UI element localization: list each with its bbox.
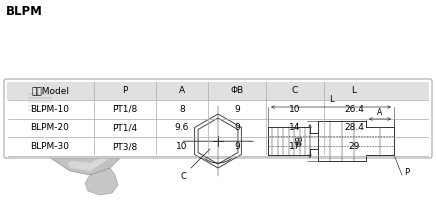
- Polygon shape: [68, 141, 118, 171]
- Polygon shape: [22, 88, 60, 113]
- Text: BLPM: BLPM: [6, 5, 43, 18]
- Text: 9: 9: [234, 142, 240, 151]
- Text: C: C: [292, 86, 298, 95]
- Text: ΦB: ΦB: [231, 86, 244, 95]
- Text: BLPM-10: BLPM-10: [31, 105, 69, 114]
- Text: 14: 14: [290, 123, 301, 132]
- Text: L: L: [351, 86, 357, 95]
- Text: A: A: [378, 108, 383, 117]
- Text: BLPM-20: BLPM-20: [31, 123, 69, 132]
- Text: P: P: [123, 86, 128, 95]
- Text: PT1/4: PT1/4: [112, 123, 138, 132]
- Text: PT1/8: PT1/8: [112, 105, 138, 114]
- FancyBboxPatch shape: [4, 79, 432, 158]
- Polygon shape: [85, 168, 118, 195]
- Text: L: L: [329, 95, 333, 104]
- Bar: [7, 82, 429, 100]
- Text: 28.4: 28.4: [344, 123, 364, 132]
- Text: C: C: [180, 172, 186, 181]
- Text: 17: 17: [289, 142, 301, 151]
- Text: P: P: [404, 168, 409, 177]
- Polygon shape: [25, 88, 130, 175]
- Text: BLPM-30: BLPM-30: [31, 142, 69, 151]
- Text: 9: 9: [234, 123, 240, 132]
- Text: 26.4: 26.4: [344, 105, 364, 114]
- Text: ΦB: ΦB: [296, 135, 305, 147]
- Text: A: A: [179, 86, 185, 95]
- Text: 9.6: 9.6: [175, 123, 189, 132]
- Text: 9: 9: [234, 105, 240, 114]
- Text: 型号Model: 型号Model: [31, 86, 69, 95]
- Text: 10: 10: [289, 105, 301, 114]
- Text: PT3/8: PT3/8: [112, 142, 138, 151]
- Text: 29: 29: [348, 142, 360, 151]
- Text: 8: 8: [179, 105, 185, 114]
- Text: 10: 10: [176, 142, 188, 151]
